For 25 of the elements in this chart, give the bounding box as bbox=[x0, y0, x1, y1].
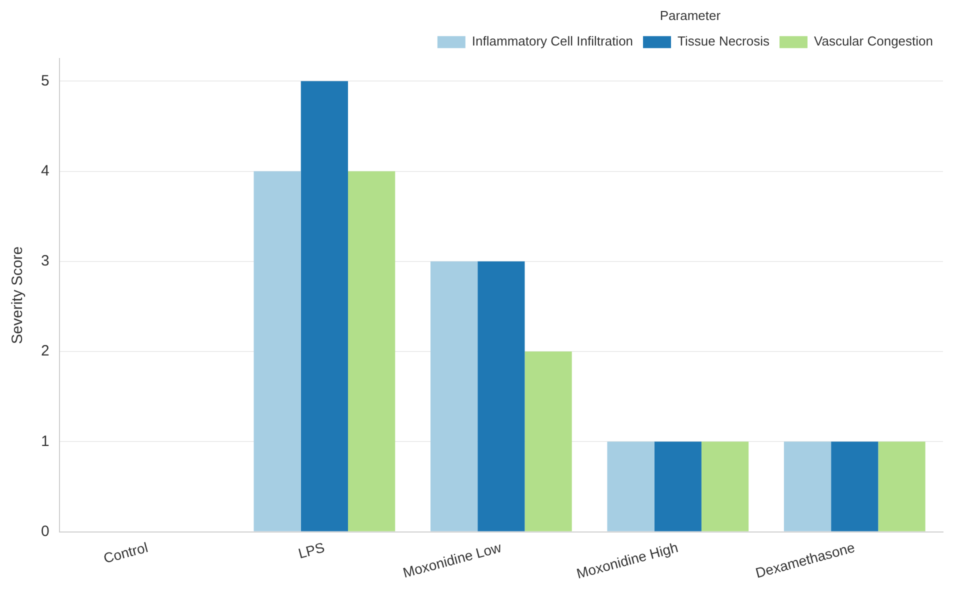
x-tick-label: Control bbox=[102, 539, 150, 566]
bar bbox=[430, 261, 478, 532]
x-tick-label: LPS bbox=[296, 539, 326, 562]
legend-label: Vascular Congestion bbox=[814, 34, 934, 49]
legend-label: Inflammatory Cell Infiltration bbox=[472, 34, 634, 49]
bar bbox=[524, 352, 572, 532]
bar bbox=[878, 442, 926, 532]
bar bbox=[831, 442, 878, 532]
bar bbox=[478, 261, 525, 532]
y-axis-title: Severity Score bbox=[9, 246, 26, 344]
bar bbox=[654, 442, 702, 532]
y-tick-label: 4 bbox=[41, 162, 50, 180]
bar bbox=[300, 81, 348, 532]
bar bbox=[254, 171, 301, 532]
y-tick-label: 5 bbox=[41, 72, 50, 90]
legend-label: Tissue Necrosis bbox=[678, 34, 770, 49]
y-tick-label: 0 bbox=[41, 522, 50, 540]
bar bbox=[784, 442, 832, 532]
bar bbox=[348, 171, 396, 532]
y-tick-label: 1 bbox=[41, 432, 50, 450]
y-tick-label: 2 bbox=[41, 342, 50, 360]
y-tick-label: 3 bbox=[41, 252, 50, 270]
bar bbox=[607, 442, 654, 532]
bar bbox=[701, 442, 749, 532]
legend-title: Parameter bbox=[660, 8, 722, 24]
